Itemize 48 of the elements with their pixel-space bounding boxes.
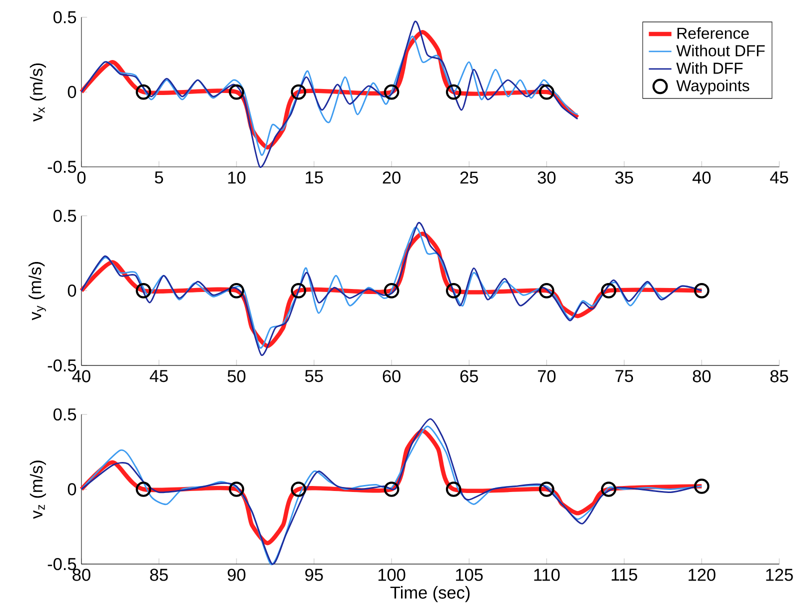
line-series	[80, 20, 578, 168]
x-tick-label: 5	[154, 172, 164, 184]
x-tick-label: 0	[77, 172, 86, 184]
x-tick-label: 95	[305, 568, 323, 582]
x-tick-label: 65	[460, 370, 478, 382]
y-axis-title: v$_{z}$ (m/s)	[30, 460, 46, 519]
y-axis-title: v$_{y}$ (m/s)	[28, 262, 46, 320]
x-tick-label: 115	[612, 568, 638, 581]
x-tick-label: 80	[692, 370, 711, 382]
legend-label: With DFF	[676, 62, 743, 74]
y-tick-label: 0	[68, 483, 76, 496]
x-tick-label: 75	[615, 370, 634, 382]
y-tick-label: 0.5	[53, 11, 76, 24]
y-tick-label: -0.5	[48, 359, 76, 372]
y-tick-label: 0	[68, 86, 76, 98]
y-tick-label: 0	[68, 284, 76, 297]
legend-label: Waypoints	[676, 80, 750, 95]
x-tick-label: 10	[228, 172, 246, 184]
x-tick-label: 110	[534, 568, 560, 582]
y-tick-label: 0.5	[53, 210, 76, 222]
x-tick-label: 35	[615, 172, 634, 184]
x-tick-label: 30	[538, 172, 556, 184]
x-tick-label: 50	[228, 370, 246, 382]
x-tick-label: 105	[456, 568, 483, 582]
x-tick-label: 60	[382, 370, 400, 382]
x-tick-label: 120	[688, 568, 716, 582]
x-tick-label: 25	[460, 172, 478, 184]
x-tick-label: 40	[692, 172, 711, 184]
x-tick-label: 45	[150, 370, 168, 382]
x-tick-label: 100	[378, 568, 406, 582]
x-tick-label: 20	[382, 172, 400, 184]
x-tick-label: 40	[72, 370, 90, 382]
y-tick-label: -0.5	[48, 160, 76, 174]
x-tick-label: 55	[305, 370, 323, 382]
x-tick-label: 70	[538, 370, 556, 382]
y-tick-label: 0.5	[53, 408, 76, 421]
x-tick-label: 85	[150, 568, 168, 582]
x-tick-label: 80	[72, 568, 90, 582]
x-tick-label: 15	[306, 172, 323, 184]
y-axis-title: v$_{x}$ (m/s)	[30, 64, 46, 122]
x-tick-label: 85	[770, 370, 788, 382]
x-tick-label: 90	[228, 568, 246, 582]
legend-label: Without DFF	[676, 44, 765, 56]
x-tick-label: 45	[770, 172, 788, 184]
x-axis-title: Time (sec)	[390, 586, 470, 602]
legend-label: Reference	[678, 27, 749, 40]
y-tick-label: -0.5	[48, 558, 76, 570]
x-tick-label: 125	[766, 568, 793, 582]
